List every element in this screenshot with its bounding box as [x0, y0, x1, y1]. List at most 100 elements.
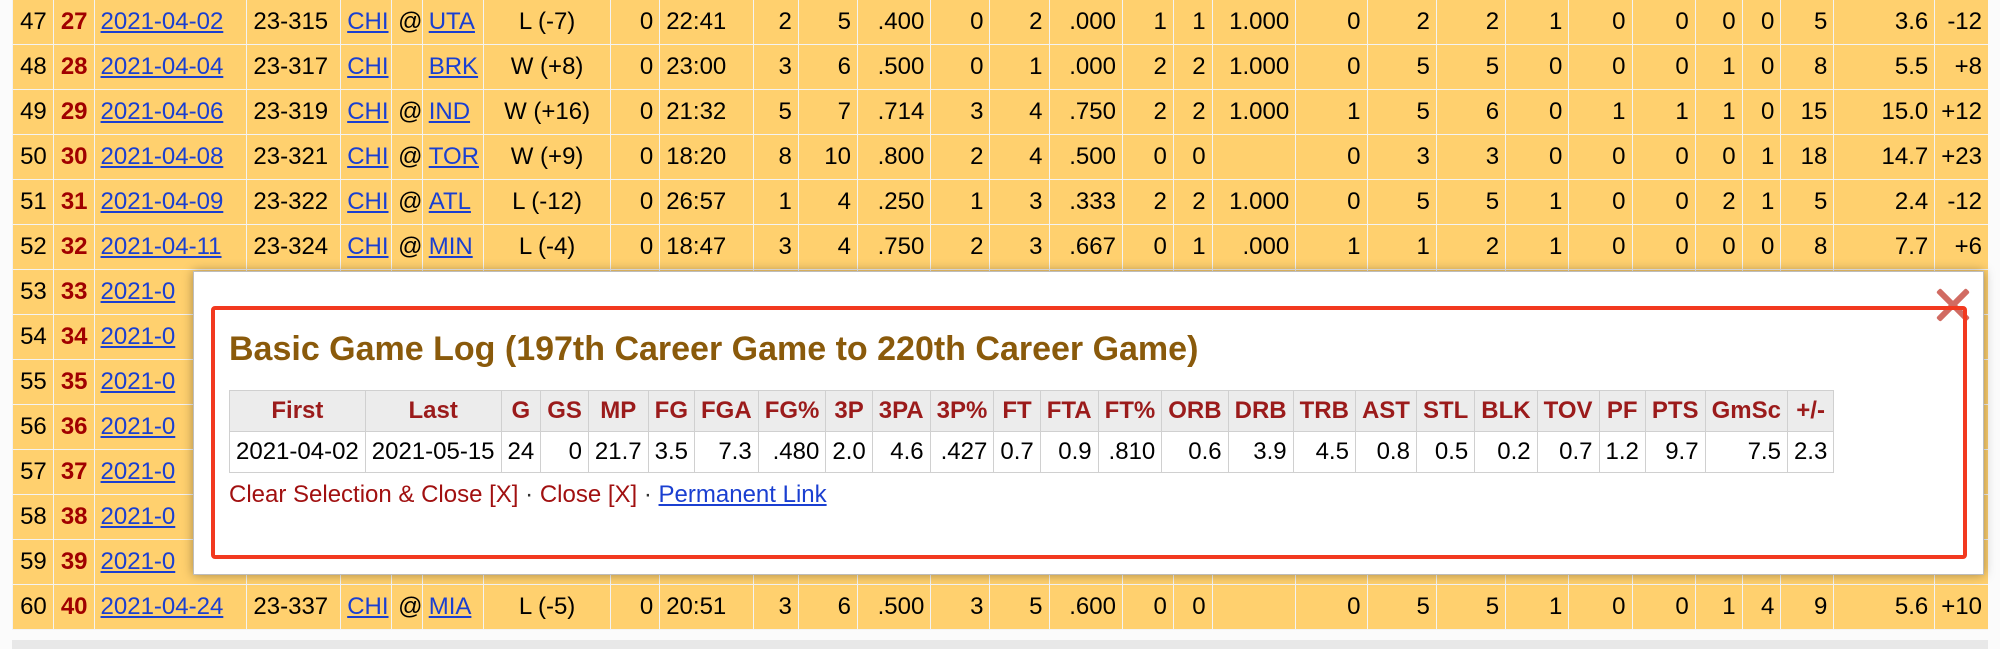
summary-col-header[interactable]: G — [500, 390, 542, 432]
opponent-link[interactable]: ATL — [428, 188, 471, 215]
date-link[interactable]: 2021-0 — [100, 503, 176, 530]
fga-cell: 7 — [797, 89, 858, 135]
summary-col-header[interactable]: ORB — [1161, 390, 1229, 432]
clear-selection-close-link[interactable]: Clear Selection & Close [X] — [229, 481, 519, 508]
date-link[interactable]: 2021-04-24 — [100, 593, 224, 620]
date-link[interactable]: 2021-0 — [100, 323, 176, 350]
pts-cell: 9 — [1780, 584, 1834, 630]
summary-col-header[interactable]: GmSc — [1704, 390, 1788, 432]
team-link[interactable]: CHI — [347, 8, 389, 35]
opponent-link[interactable]: IND — [428, 98, 471, 125]
team-link[interactable]: CHI — [347, 98, 389, 125]
date-link[interactable]: 2021-0 — [100, 458, 176, 485]
opponent-link[interactable]: MIN — [428, 233, 473, 260]
date-link[interactable]: 2021-04-06 — [100, 98, 224, 125]
opponent-link-cell: TOR — [421, 134, 484, 180]
date-link[interactable]: 2021-04-08 — [100, 143, 224, 170]
link-separator: · — [525, 481, 534, 508]
opponent-link[interactable]: TOR — [428, 143, 479, 170]
trb-cell: 2 — [1435, 0, 1506, 45]
date-link[interactable]: 2021-0 — [100, 548, 176, 575]
summary-col-header[interactable]: FG — [647, 390, 696, 432]
age-cell: 23-315 — [246, 0, 341, 45]
blk-cell: 0 — [1631, 224, 1696, 270]
permanent-link[interactable]: Permanent Link — [658, 481, 827, 508]
opponent-link[interactable]: BRK — [428, 53, 479, 80]
pf-cell: 4 — [1741, 584, 1781, 630]
summary-col-header[interactable]: Last — [364, 390, 502, 432]
opponent-link[interactable]: UTA — [428, 8, 475, 35]
opponent-link-cell: MIA — [421, 584, 484, 630]
summary-col-header[interactable]: FT — [993, 390, 1041, 432]
summary-col-header[interactable]: 3PA — [871, 390, 931, 432]
summary-col-header[interactable]: TRB — [1292, 390, 1356, 432]
date-link[interactable]: 2021-0 — [100, 278, 176, 305]
summary-col-header[interactable]: 3P — [825, 390, 873, 432]
3p-pct-cell: .750 — [1048, 89, 1123, 135]
summary-col-header[interactable]: 3P% — [929, 390, 995, 432]
date-link[interactable]: 2021-04-11 — [100, 233, 222, 260]
mp-cell: 26:57 — [659, 179, 754, 225]
date-link-cell: 2021-04-06 — [93, 89, 247, 135]
3p-cell: 2 — [930, 134, 990, 180]
date-link[interactable]: 2021-04-09 — [100, 188, 224, 215]
pts-cell: 5 — [1780, 179, 1834, 225]
date-link-cell: 2021-04-24 — [93, 584, 247, 630]
summary-col-header[interactable]: PTS — [1644, 390, 1706, 432]
3p-cell: 0 — [930, 44, 990, 90]
ast-cell: 0 — [1505, 134, 1569, 180]
summary-cell: 3.5 — [647, 431, 696, 473]
summary-cell: 0.2 — [1474, 431, 1538, 473]
pts-cell: 8 — [1780, 224, 1834, 270]
summary-col-header[interactable]: +/- — [1786, 390, 1835, 432]
close-link[interactable]: Close [X] — [539, 481, 638, 508]
gs-cell: 0 — [610, 134, 660, 180]
location-cell: @ — [391, 584, 423, 630]
opponent-link[interactable]: MIA — [428, 593, 472, 620]
3pa-cell: 4 — [989, 134, 1050, 180]
fg-cell: 3 — [752, 44, 799, 90]
date-link-cell: 2021-04-08 — [93, 134, 247, 180]
summary-col-header[interactable]: FG% — [757, 390, 827, 432]
ft-cell: 1 — [1121, 0, 1174, 45]
summary-cell: 7.3 — [694, 431, 759, 473]
fga-cell: 4 — [797, 224, 858, 270]
table-bottom-strip — [12, 640, 1988, 649]
team-link[interactable]: CHI — [347, 593, 389, 620]
ft-pct-cell: 1.000 — [1211, 0, 1296, 45]
summary-col-header[interactable]: STL — [1415, 390, 1476, 432]
summary-col-header[interactable]: FTA — [1039, 390, 1099, 432]
summary-col-header[interactable]: GS — [540, 390, 589, 432]
mp-cell: 18:20 — [659, 134, 754, 180]
summary-col-header[interactable]: PF — [1598, 390, 1646, 432]
summary-col-header[interactable]: BLK — [1474, 390, 1538, 432]
team-link-cell: CHI — [340, 44, 392, 90]
date-link[interactable]: 2021-04-04 — [100, 53, 224, 80]
date-link[interactable]: 2021-0 — [100, 368, 176, 395]
tov-cell: 0 — [1694, 0, 1743, 45]
date-link-cell: 2021-04-02 — [93, 0, 247, 45]
summary-col-header[interactable]: FGA — [694, 390, 759, 432]
3p-cell: 3 — [930, 584, 990, 630]
summary-col-header[interactable]: First — [229, 390, 366, 432]
team-link[interactable]: CHI — [347, 188, 389, 215]
fga-cell: 5 — [797, 0, 858, 45]
date-link[interactable]: 2021-0 — [100, 413, 176, 440]
summary-col-header[interactable]: TOV — [1536, 390, 1600, 432]
result-cell: L (-12) — [482, 179, 611, 225]
orb-cell: 0 — [1295, 584, 1368, 630]
stl-cell: 0 — [1568, 584, 1633, 630]
summary-col-header[interactable]: MP — [587, 390, 649, 432]
summary-col-header[interactable]: AST — [1354, 390, 1417, 432]
team-link[interactable]: CHI — [347, 143, 389, 170]
summary-col-header[interactable]: FT% — [1097, 390, 1163, 432]
summary-col-header[interactable]: DRB — [1227, 390, 1294, 432]
rank-cell: 58 — [12, 494, 54, 540]
date-link[interactable]: 2021-04-02 — [100, 8, 224, 35]
team-link[interactable]: CHI — [347, 53, 389, 80]
location-cell: @ — [391, 179, 423, 225]
fg-cell: 3 — [752, 584, 799, 630]
fta-cell: 1 — [1172, 224, 1213, 270]
team-link[interactable]: CHI — [347, 233, 389, 260]
summary-cell: .810 — [1097, 431, 1163, 473]
